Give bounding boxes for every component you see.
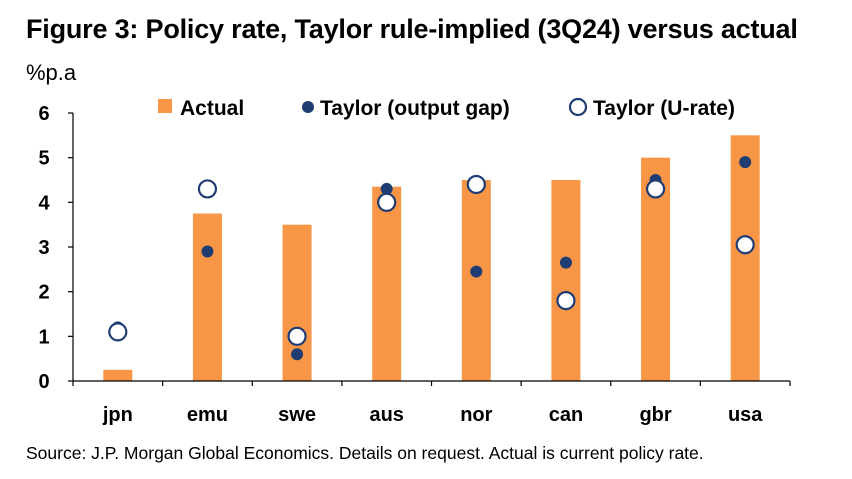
legend-label-actual: Actual	[180, 97, 244, 120]
dot-taylor-u-rate-jpn	[108, 322, 128, 342]
legend-swatch-actual	[158, 99, 172, 113]
x-tick-label-nor: nor	[460, 404, 492, 426]
bar-actual-nor	[461, 180, 491, 381]
axes: 0 1 2 3 4 5 6 jpn emu swe aus nor can gbr usa	[38, 103, 791, 426]
legend-swatch-u-rate	[568, 97, 588, 117]
dot-taylor-u-rate-nor	[466, 174, 486, 195]
x-tick-label-swe: swe	[278, 404, 316, 426]
bar-actual-usa	[730, 135, 760, 381]
dot-taylor-output-gap-nor	[470, 265, 483, 278]
legend-label-u-rate: Taylor (U-rate)	[593, 97, 735, 120]
dot-taylor-u-rate-gbr	[645, 179, 666, 199]
dot-taylor-u-rate-usa	[735, 235, 755, 255]
dot-taylor-output-gap-emu	[201, 245, 214, 258]
dot-taylor-u-rate-aus	[377, 192, 397, 212]
dot-taylor-output-gap-aus	[380, 182, 393, 195]
dot-series	[108, 156, 755, 361]
x-tick-label-aus: aus	[369, 404, 403, 426]
bar-actual-aus	[372, 186, 402, 381]
dot-taylor-output-gap-swe	[291, 348, 304, 361]
bar-actual-emu	[192, 213, 222, 381]
y-tick-label: 1	[38, 326, 49, 348]
y-tick-label: 6	[38, 103, 49, 125]
legend-label-output-gap: Taylor (output gap)	[320, 97, 510, 120]
source-note: Source: J.P. Morgan Global Economics. De…	[26, 443, 704, 463]
x-tick-label-emu: emu	[187, 404, 228, 426]
bar-actual-jpn	[103, 369, 133, 381]
x-tick-label-gbr: gbr	[639, 404, 671, 426]
x-tick-label-usa: usa	[728, 404, 763, 426]
y-tick-label: 2	[38, 282, 49, 304]
chart-title: Figure 3: Policy rate, Taylor rule-impli…	[26, 14, 798, 44]
legend: Actual Taylor (output gap) Taylor (U-rate)	[158, 97, 735, 120]
bar-series-actual	[103, 135, 760, 381]
dot-taylor-output-gap-usa	[739, 156, 752, 169]
y-tick-label: 0	[38, 371, 49, 393]
legend-swatch-output-gap	[302, 101, 314, 113]
dot-taylor-u-rate-swe	[287, 326, 307, 346]
y-axis-unit: %p.a	[26, 60, 77, 85]
x-tick-label-jpn: jpn	[102, 404, 133, 426]
dot-taylor-output-gap-can	[559, 256, 572, 269]
y-tick-label: 5	[38, 148, 49, 170]
y-tick-label: 4	[38, 192, 50, 214]
dot-taylor-u-rate-emu	[197, 179, 218, 199]
dot-taylor-u-rate-can	[556, 291, 576, 311]
x-tick-label-can: can	[549, 404, 583, 426]
bar-actual-can	[551, 180, 581, 381]
y-tick-label: 3	[38, 237, 49, 259]
